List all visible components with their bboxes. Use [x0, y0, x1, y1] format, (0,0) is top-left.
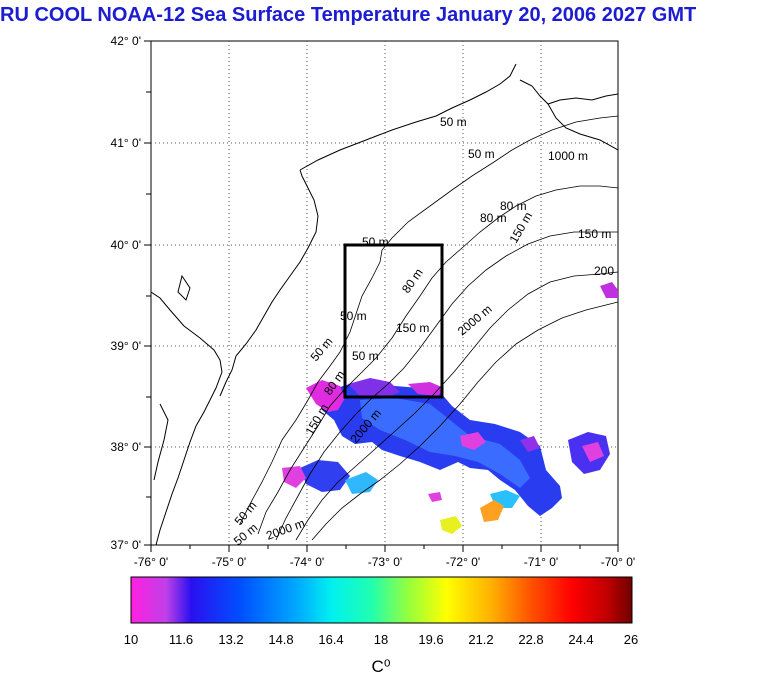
- lon-tick-label: -70° 0': [601, 555, 635, 569]
- lon-tick-label: -71° 0': [524, 555, 558, 569]
- colorbar-tick-label: 24.4: [568, 632, 593, 647]
- sst-data-patches: [282, 282, 618, 534]
- map-title: RU COOL NOAA-12 Sea Surface Temperature …: [0, 4, 697, 26]
- contour-label-2: 50 m: [468, 147, 495, 161]
- contour-1000m: [295, 271, 618, 541]
- colorbar-tick-label: 21.2: [468, 632, 493, 647]
- contour-label-9: 50 m: [362, 235, 389, 249]
- sst-patch-east-magenta: [582, 442, 604, 462]
- lat-axis-labels: 42° 0' 41° 0' 40° 0' 39° 0' 38° 0' 37° 0…: [111, 34, 141, 552]
- lon-tick-label: -72° 0': [446, 555, 480, 569]
- contour-2000m: [311, 301, 618, 541]
- sst-patch-south-magenta: [428, 492, 442, 502]
- lon-tick-label: -76° 0': [134, 555, 168, 569]
- contour-80m: [257, 185, 618, 535]
- contour-50m: [239, 115, 618, 525]
- contour-label-7: 150 m: [578, 227, 611, 241]
- lon-tick-label: -74° 0': [290, 555, 324, 569]
- sst-patch-south-yellow: [440, 516, 462, 534]
- contour-150m: [275, 231, 618, 541]
- contour-label-15: 50 m: [352, 349, 379, 363]
- sst-patch-south-orange: [480, 500, 504, 522]
- lat-tick-label: 41° 0': [111, 136, 141, 150]
- colorbar-tick-label: 18: [374, 632, 388, 647]
- sst-patch-ridge-magenta: [460, 432, 486, 450]
- contour-label-5: 80 m: [500, 199, 527, 213]
- sst-patch-magenta-sw: [282, 466, 306, 488]
- sst-patch-far-east: [600, 282, 618, 298]
- lat-tick-label: 38° 0': [111, 440, 141, 454]
- contour-label-3: 1000 m: [548, 149, 588, 163]
- sst-patch-purple-north: [348, 378, 400, 398]
- colorbar-tick-label: 14.8: [268, 632, 293, 647]
- colorbar-tick-label: 19.6: [418, 632, 443, 647]
- sst-patch-ridge-purple: [520, 436, 540, 452]
- lat-tick-label: 42° 0': [111, 34, 141, 48]
- colorbar: [130, 576, 633, 624]
- colorbar-tick-label: 16.4: [318, 632, 343, 647]
- axis-ticks: [144, 40, 619, 552]
- sst-patch-cyan-sw: [345, 472, 378, 494]
- lon-tick-label: -75° 0': [212, 555, 246, 569]
- contour-label-11: 50 m: [340, 309, 367, 323]
- colorbar-tick-label: 11.6: [169, 632, 193, 647]
- sst-patch-magenta-west: [306, 380, 345, 412]
- sst-patch-lower-west: [300, 460, 350, 492]
- lat-tick-label: 40° 0': [111, 238, 141, 252]
- contour-label-8: 200: [594, 264, 614, 278]
- contour-label-12: 150 m: [396, 321, 429, 335]
- colorbar-tick-label: 26: [624, 632, 638, 647]
- colorbar-tick-label: 22.8: [518, 632, 543, 647]
- lat-tick-label: 39° 0': [111, 339, 141, 353]
- lat-tick-label: 37° 0': [111, 538, 141, 552]
- bathymetry-contours: [239, 115, 618, 541]
- lon-axis-labels: -76° 0' -75° 0' -74° 0' -73° 0' -72° 0' …: [134, 555, 635, 569]
- contour-label-1: 50 m: [440, 115, 467, 129]
- study-area-box: [343, 243, 444, 399]
- coastline: [151, 63, 618, 545]
- colorbar-tick-label: 13.2: [218, 632, 243, 647]
- colorbar-tick-label: 10: [124, 632, 138, 647]
- lon-tick-label: -73° 0': [368, 555, 402, 569]
- colorbar-tick-labels: 10 11.6 13.2 14.8 16.4 18 19.6 21.2 22.8…: [124, 632, 638, 647]
- sst-patch-blue-light: [360, 398, 530, 488]
- contour-label-4: 80 m: [480, 211, 507, 225]
- colorbar-unit-label: C⁰: [371, 657, 390, 676]
